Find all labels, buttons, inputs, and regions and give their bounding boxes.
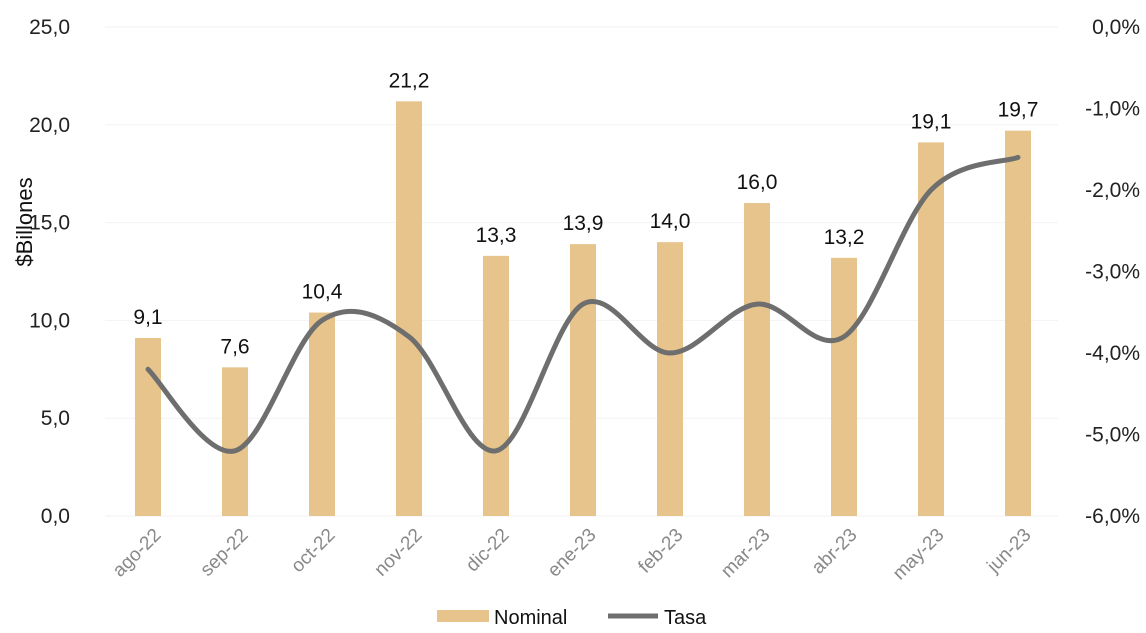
y-axis-ticks: 0,0 5,0 10,0 15,0 20,0 25,0 <box>29 16 70 528</box>
x-axis-ticks: ago-22 sep-22 oct-22 nov-22 dic-22 ene-23 feb-… <box>109 525 1036 585</box>
y2-tick-label: -3,0% <box>1085 261 1140 284</box>
bar <box>483 255 509 517</box>
x-tick-label: dic-22 <box>462 525 513 576</box>
x-tick-label: nov-22 <box>371 525 427 581</box>
y-tick-label: 5,0 <box>41 407 70 430</box>
x-tick-label: oct-22 <box>287 525 339 577</box>
bar-value-label: 14,0 <box>650 210 691 233</box>
bar-value-label: 13,3 <box>476 224 517 247</box>
y-tick-label: 0,0 <box>41 505 70 528</box>
y2-tick-label: 0,0% <box>1092 16 1140 39</box>
bar-value-label: 10,4 <box>302 281 343 304</box>
y-tick-label: 25,0 <box>29 16 70 39</box>
bar <box>222 367 248 516</box>
x-tick-label: ene-23 <box>544 525 601 582</box>
bar <box>1005 130 1031 516</box>
x-tick-label: mar-23 <box>717 525 774 582</box>
bar-value-label: 16,0 <box>737 171 778 194</box>
bar <box>309 312 335 516</box>
y2-axis-ticks: -6,0% -5,0% -4,0% -3,0% -2,0% -1,0% 0,0% <box>1085 16 1140 528</box>
data-labels: 9,1 7,6 10,4 21,2 13,3 13,9 14,0 16,0 13,2 19,1 19… <box>133 69 1038 358</box>
legend: Nominal Tasa <box>437 607 707 629</box>
bar <box>396 101 422 516</box>
bar-value-label: 19,1 <box>911 110 952 133</box>
y2-tick-label: -2,0% <box>1085 179 1140 202</box>
y-tick-label: 10,0 <box>29 309 70 332</box>
bar <box>135 338 161 516</box>
x-tick-label: ago-22 <box>109 525 166 582</box>
y2-tick-label: -4,0% <box>1085 342 1140 365</box>
legend-swatch-nominal <box>437 610 489 622</box>
x-tick-label: may-23 <box>889 525 949 585</box>
tasa-line-group <box>145 154 1021 454</box>
y2-tick-label: -6,0% <box>1085 505 1140 528</box>
y-tick-label: 15,0 <box>29 212 70 235</box>
bar-value-label: 7,6 <box>220 335 249 358</box>
bars <box>135 101 1031 517</box>
bar <box>744 203 770 517</box>
y-tick-label: 20,0 <box>29 114 70 137</box>
bar-value-label: 13,2 <box>824 226 865 249</box>
tasa-line <box>145 154 1021 454</box>
x-tick-label: feb-23 <box>635 525 688 578</box>
x-tick-label: sep-22 <box>197 525 253 581</box>
bar-value-label: 19,7 <box>998 99 1039 122</box>
y2-tick-label: -5,0% <box>1085 424 1140 447</box>
bar-value-label: 13,9 <box>563 212 604 235</box>
bar <box>657 242 683 516</box>
x-tick-label: jun-23 <box>983 525 1036 578</box>
legend-label-nominal: Nominal <box>494 607 567 629</box>
bar <box>570 244 596 516</box>
bar <box>831 257 857 516</box>
bar-value-label: 21,2 <box>389 69 430 92</box>
x-tick-label: abr-23 <box>808 525 862 579</box>
y2-tick-label: -1,0% <box>1085 98 1140 121</box>
bar-value-label: 9,1 <box>133 306 162 329</box>
y-axis-label: $Billones <box>12 177 37 266</box>
legend-label-tasa: Tasa <box>664 607 707 629</box>
